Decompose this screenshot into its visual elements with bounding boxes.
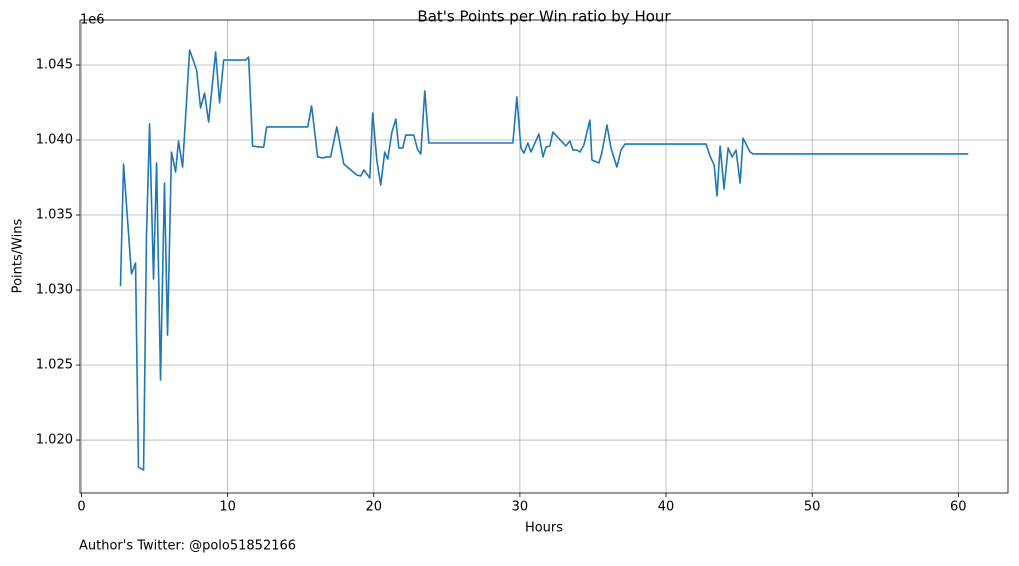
x-tick-label: 10 (219, 500, 236, 515)
y-tick-label: 1.025 (36, 358, 73, 373)
x-tick-label: 60 (950, 500, 967, 515)
y-tick-label: 1.045 (36, 58, 73, 73)
x-axis-label: Hours (525, 521, 563, 536)
chart-title: Bat's Points per Win ratio by Hour (417, 8, 671, 26)
axes-frame (79, 19, 1009, 494)
x-tick-label: 0 (77, 500, 85, 515)
y-tick-label: 1.030 (36, 283, 73, 298)
y-axis-label: Points/Wins (11, 218, 26, 293)
x-tick-label: 50 (804, 500, 821, 515)
x-tick-label: 20 (365, 500, 382, 515)
y-tick-label: 1.035 (36, 208, 73, 223)
annotation: Author's Twitter: @polo51852166 (79, 539, 296, 554)
x-tick-label: 40 (658, 500, 675, 515)
y-tick-label: 1.040 (36, 133, 73, 148)
y-tick-label: 1.020 (36, 433, 73, 448)
data-line (119, 49, 969, 471)
x-tick-label: 30 (512, 500, 529, 515)
